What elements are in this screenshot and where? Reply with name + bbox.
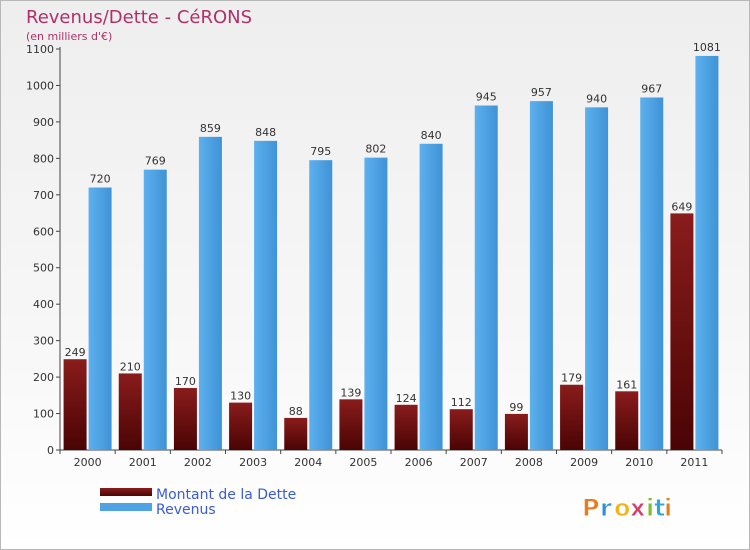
x-tick-label: 2002 (184, 456, 212, 469)
data-label-revenus: 1081 (693, 41, 721, 54)
bar-dette (670, 213, 694, 450)
x-tick-label: 2000 (74, 456, 102, 469)
logo-letter: i (646, 494, 654, 522)
data-label-revenus: 945 (476, 91, 497, 104)
x-tick-label: 2003 (239, 456, 267, 469)
logo-letter: r (600, 494, 612, 522)
bar-dette (339, 399, 363, 450)
x-tick-label: 2007 (460, 456, 488, 469)
y-tick-label: 200 (33, 371, 54, 384)
data-label-revenus: 848 (255, 126, 276, 139)
data-label-revenus: 720 (90, 173, 111, 186)
data-label-dette: 130 (230, 390, 251, 403)
y-tick-label: 800 (33, 152, 54, 165)
bar-revenus (585, 107, 609, 450)
logo-letter: x (630, 494, 646, 522)
y-tick-label: 400 (33, 298, 54, 311)
x-tick-label: 2010 (625, 456, 653, 469)
bar-revenus (88, 187, 112, 450)
logo-letter: P (582, 494, 600, 522)
x-tick-label: 2011 (680, 456, 708, 469)
y-tick-label: 700 (33, 189, 54, 202)
data-label-dette: 161 (616, 378, 637, 391)
x-tick-label: 2004 (294, 456, 322, 469)
y-tick-label: 300 (33, 335, 54, 348)
data-label-dette: 210 (120, 360, 141, 373)
logo-letter: t (654, 494, 665, 522)
bar-dette (284, 417, 308, 450)
bar-dette (394, 404, 418, 450)
logo-letter: i (664, 494, 672, 522)
x-tick-label: 2006 (405, 456, 433, 469)
bar-revenus (198, 136, 222, 450)
x-tick-label: 2001 (129, 456, 157, 469)
bar-revenus (474, 105, 498, 450)
data-label-revenus: 769 (145, 155, 166, 168)
legend-label-debt: Montant de la Dette (156, 487, 296, 503)
data-label-revenus: 859 (200, 122, 221, 135)
data-label-revenus: 795 (310, 145, 331, 158)
data-label-dette: 649 (671, 200, 692, 213)
bar-dette (63, 359, 87, 450)
bar-revenus (364, 157, 388, 450)
y-tick-label: 600 (33, 225, 54, 238)
plot-area: 0 100 200 300 400 500 600 700 800 900 1000 1100 249 7… (26, 41, 723, 469)
bar-revenus (695, 55, 719, 451)
data-label-revenus: 957 (531, 86, 552, 99)
bar-dette (504, 413, 528, 450)
y-tick-label: 100 (33, 408, 54, 421)
data-label-dette: 88 (289, 405, 303, 418)
legend-label-revenus: Revenus (156, 502, 216, 518)
y-tick-label: 0 (47, 444, 54, 457)
bar-revenus (254, 140, 278, 450)
bar-dette (560, 384, 584, 450)
bar-dette (118, 373, 142, 450)
y-tick-label: 900 (33, 116, 54, 129)
data-label-revenus: 840 (421, 129, 442, 142)
bar-dette (229, 402, 253, 450)
x-tick-label: 2005 (349, 456, 377, 469)
logo-letter: o (614, 494, 631, 522)
data-label-dette: 249 (65, 346, 86, 359)
y-tick-label: 1000 (26, 79, 54, 92)
bar-dette (615, 391, 639, 450)
bar-revenus (640, 97, 664, 450)
data-label-dette: 99 (509, 401, 523, 414)
legend-swatch-revenus (100, 503, 152, 511)
bar-dette (173, 388, 197, 450)
data-label-dette: 124 (396, 392, 417, 405)
x-tick-label: 2008 (515, 456, 543, 469)
data-label-dette: 179 (561, 372, 582, 385)
data-label-dette: 170 (175, 375, 196, 388)
data-label-revenus: 802 (365, 143, 386, 156)
data-label-dette: 112 (451, 396, 472, 409)
bar-revenus (529, 101, 553, 450)
chart-subtitle: (en milliers d'€) (26, 30, 112, 43)
bar-revenus (419, 143, 443, 451)
chart-title: Revenus/Dette - CéRONS (26, 7, 252, 28)
data-label-dette: 139 (340, 386, 361, 399)
legend-swatch-debt (100, 488, 152, 496)
x-tick-label: 2009 (570, 456, 598, 469)
data-label-revenus: 940 (586, 92, 607, 105)
y-tick-label: 500 (33, 262, 54, 275)
bar-revenus (143, 169, 167, 450)
y-tick-label: 1100 (26, 43, 54, 56)
data-label-revenus: 967 (641, 82, 662, 95)
bar-revenus (309, 160, 333, 450)
bar-dette (449, 409, 473, 450)
